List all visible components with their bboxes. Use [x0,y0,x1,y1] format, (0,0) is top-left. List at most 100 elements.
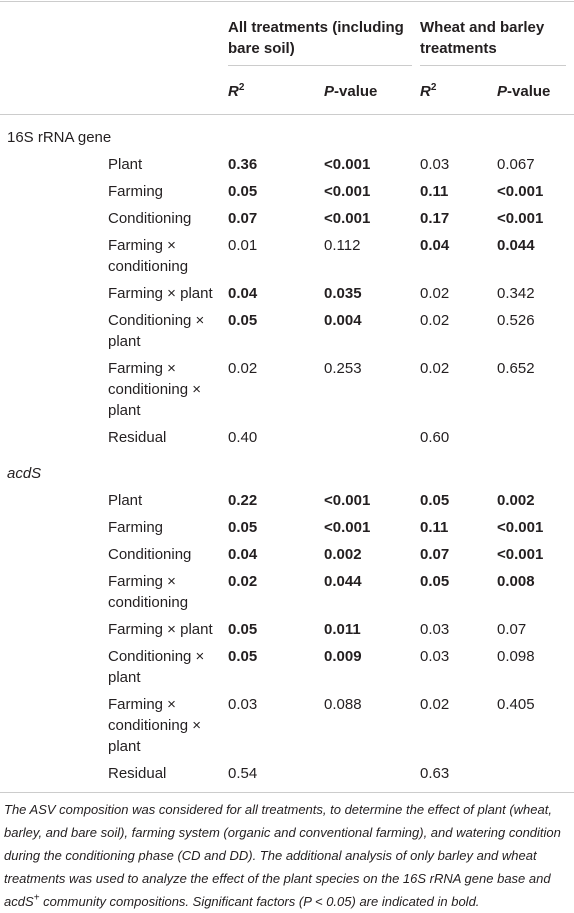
row-label: Residual [108,760,228,793]
indent [0,541,108,568]
value-text: 0.07 [228,210,258,227]
value-cell: 0.02 [420,691,497,760]
value-cell: 0.05 [228,178,324,205]
value-text: 0.04 [228,546,258,563]
data-row: Farming × conditioning × plant 0.02 0.253 0… [0,355,574,424]
text-segment: 2 [238,82,245,93]
value-cell: 0.63 [420,760,498,793]
text-segment: R [420,83,431,100]
value-text: 0.03 [420,621,450,638]
section-title: acdS [0,451,574,487]
value-cell: 0.07 [228,205,324,232]
value-text: 0.63 [420,765,450,782]
column-header: R2 [228,71,324,115]
value-text: 0.11 [420,519,449,536]
value-cell: <0.001 [497,205,574,232]
value-text: 0.05 [228,519,258,536]
indent [0,514,108,541]
row-label: Conditioning [108,546,192,563]
indent [0,280,108,307]
value-text: 0.05 [228,648,258,665]
value-cell: 0.05 [228,616,324,643]
value-text: 0.02 [420,696,450,713]
value-text: 0.02 [420,285,450,302]
data-row: Conditioning × plant 0.05 0.004 0.02 0.526 [0,307,574,355]
value-text: 0.009 [324,648,362,665]
group-header: All treatments (including bare soil) [228,2,420,72]
row-label: Farming [108,519,164,536]
value-cell: 0.17 [420,205,497,232]
text-segment: 2 [430,82,437,93]
column-header: P-value [324,71,421,115]
value-cell: 0.11 [420,514,497,541]
value-cell [324,424,420,451]
value-cell: 0.02 [420,355,497,424]
value-text: 0.05 [420,492,450,509]
value-cell: 0.05 [420,568,497,616]
value-cell: 0.011 [324,616,420,643]
value-text: 0.05 [228,183,258,200]
value-text: 0.54 [228,765,258,782]
value-text: 0.002 [324,546,362,563]
value-text: 0.526 [497,312,535,329]
indent [0,355,108,424]
value-text: 0.04 [228,285,258,302]
indent [0,568,108,616]
value-text: 0.03 [420,156,450,173]
value-cell: 0.526 [497,307,574,355]
row-label: Conditioning × plant [108,312,205,350]
row-label: Conditioning × plant [108,648,205,686]
value-text: 0.05 [228,312,258,329]
group-header: Wheat and barley treatments [420,2,574,72]
value-cell: 0.22 [228,487,324,514]
row-label: Farming × plant [108,285,213,302]
table-body: All treatments (including bare soil) Whea… [0,1,574,793]
value-text: 0.40 [228,429,258,446]
value-text: 0.02 [228,360,258,377]
value-text: 0.008 [497,573,535,590]
row-label: Farming × conditioning × plant [108,696,201,755]
value-cell: 0.05 [228,514,324,541]
row-label: Plant [108,492,143,509]
value-text: 0.004 [324,312,362,329]
text-segment: -value [334,83,378,100]
value-cell: 0.044 [497,232,574,280]
value-cell [497,760,574,793]
value-text: <0.001 [497,210,544,227]
value-cell: 0.098 [497,643,574,691]
value-cell: <0.001 [324,151,420,178]
value-text: 0.03 [420,648,450,665]
value-cell: 0.54 [228,760,324,793]
group-header-text: All treatments (including bare soil) [228,17,413,66]
indent [0,232,108,280]
indent [0,205,108,232]
value-text: 0.112 [324,237,361,254]
data-row: Farming × conditioning 0.01 0.112 0.04 0.044 [0,232,574,280]
data-row: Farming × plant 0.04 0.035 0.02 0.342 [0,280,574,307]
group-header-text: Wheat and barley treatments [420,17,567,66]
value-text: 0.035 [324,285,362,302]
value-cell: <0.001 [497,514,574,541]
header-group-row: All treatments (including bare soil) Whea… [0,1,574,72]
value-cell: 0.04 [228,541,324,568]
column-header: R2 [420,71,498,115]
value-cell: 0.002 [324,541,420,568]
value-cell: 0.01 [228,232,324,280]
text-segment: The ASV composition was considered for a… [4,802,561,909]
data-row: Farming × plant 0.05 0.011 0.03 0.07 [0,616,574,643]
value-cell: 0.253 [324,355,420,424]
value-cell: 0.008 [497,568,574,616]
value-cell: 0.02 [420,307,497,355]
value-cell: 0.07 [420,541,497,568]
footnote: The ASV composition was considered for a… [0,793,574,913]
row-label: Farming [108,183,164,200]
value-text: 0.342 [497,285,535,302]
value-text: <0.001 [324,492,371,509]
value-text: <0.001 [324,183,371,200]
value-cell: <0.001 [324,178,420,205]
text-segment: 16S rRNA gene [7,129,112,146]
value-text: <0.001 [324,156,371,173]
indent [0,691,108,760]
value-cell: 0.004 [324,307,420,355]
